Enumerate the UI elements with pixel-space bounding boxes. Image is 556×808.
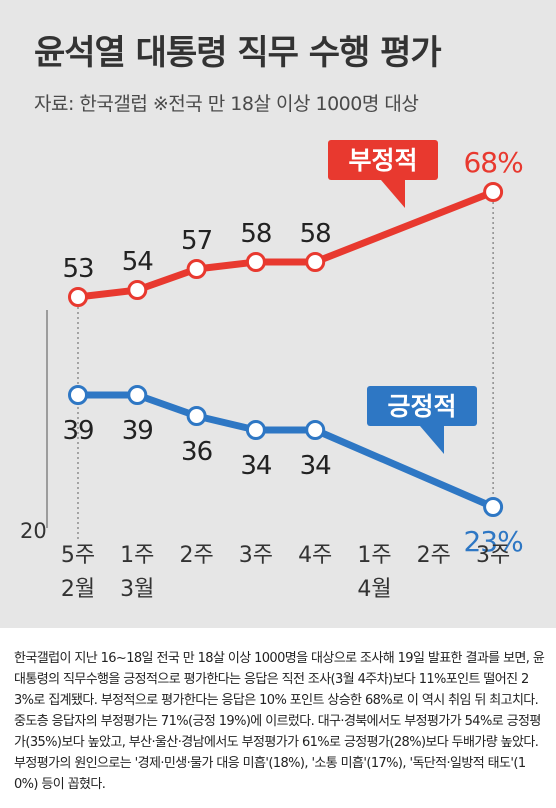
x-tick-label-7: 3주 [476, 543, 510, 568]
negative-data-label-1: 54 [122, 247, 154, 277]
negative-data-label-3: 58 [240, 219, 271, 249]
negative-badge [328, 140, 438, 180]
positive-data-label-3: 34 [240, 451, 272, 481]
positive-data-label-7: 23% [463, 525, 523, 558]
negative-data-label-7: 68% [463, 146, 523, 179]
negative-point-3 [245, 252, 266, 272]
article-caption: 한국갤럽이 지난 16~18일 전국 만 18살 이상 1000명을 대상으로 … [14, 651, 545, 792]
positive-data-label-4: 34 [300, 451, 332, 481]
negative-data-label-4: 58 [300, 219, 331, 249]
x-month-label-5: 4월 [357, 577, 391, 602]
positive-badge [367, 386, 477, 426]
negative-point-7 [483, 182, 504, 202]
positive-point-7 [483, 497, 504, 517]
line-chart: 윤석열 대통령 직무 수행 평가 자료: 한국갤럽 ※전국 만 18살 이상 1… [20, 33, 524, 602]
negative-point-0 [68, 287, 88, 307]
negative-point-2 [186, 259, 207, 279]
positive-data-label-2: 36 [181, 437, 212, 467]
x-tick-label-6: 2주 [417, 543, 451, 568]
positive-point-1 [127, 385, 148, 405]
positive-data-label-1: 39 [122, 416, 153, 446]
positive-point-2 [186, 406, 207, 426]
x-tick-label-0: 5주 [61, 543, 95, 568]
x-tick-label-1: 1주 [120, 543, 154, 568]
y-tick-label: 20 [20, 519, 47, 543]
chart-title: 윤석열 대통령 직무 수행 평가 [34, 33, 441, 73]
negative-badge-tail [381, 180, 405, 208]
chart-panel: 윤석열 대통령 직무 수행 평가 자료: 한국갤럽 ※전국 만 18살 이상 1… [0, 0, 556, 628]
positive-badge-tail [420, 426, 444, 454]
negative-data-label-2: 57 [181, 226, 212, 256]
positive-badge-label: 긍정적 [387, 392, 456, 421]
positive-point-3 [245, 420, 266, 440]
negative-data-label-0: 53 [62, 254, 93, 284]
x-tick-label-4: 4주 [298, 543, 332, 568]
x-tick-label-3: 3주 [239, 543, 273, 568]
negative-badge-label: 부정적 [348, 146, 417, 175]
x-month-label-0: 2월 [61, 577, 95, 602]
negative-point-1 [127, 280, 148, 300]
positive-point-0 [68, 385, 88, 405]
x-tick-label-5: 1주 [357, 543, 391, 568]
x-month-label-1: 3월 [120, 577, 154, 602]
positive-point-4 [305, 420, 326, 440]
chart-source: 자료: 한국갤럽 ※전국 만 18살 이상 1000명 대상 [34, 93, 418, 115]
negative-point-4 [305, 252, 326, 272]
positive-data-label-0: 39 [62, 416, 93, 446]
x-tick-label-2: 2주 [179, 543, 213, 568]
